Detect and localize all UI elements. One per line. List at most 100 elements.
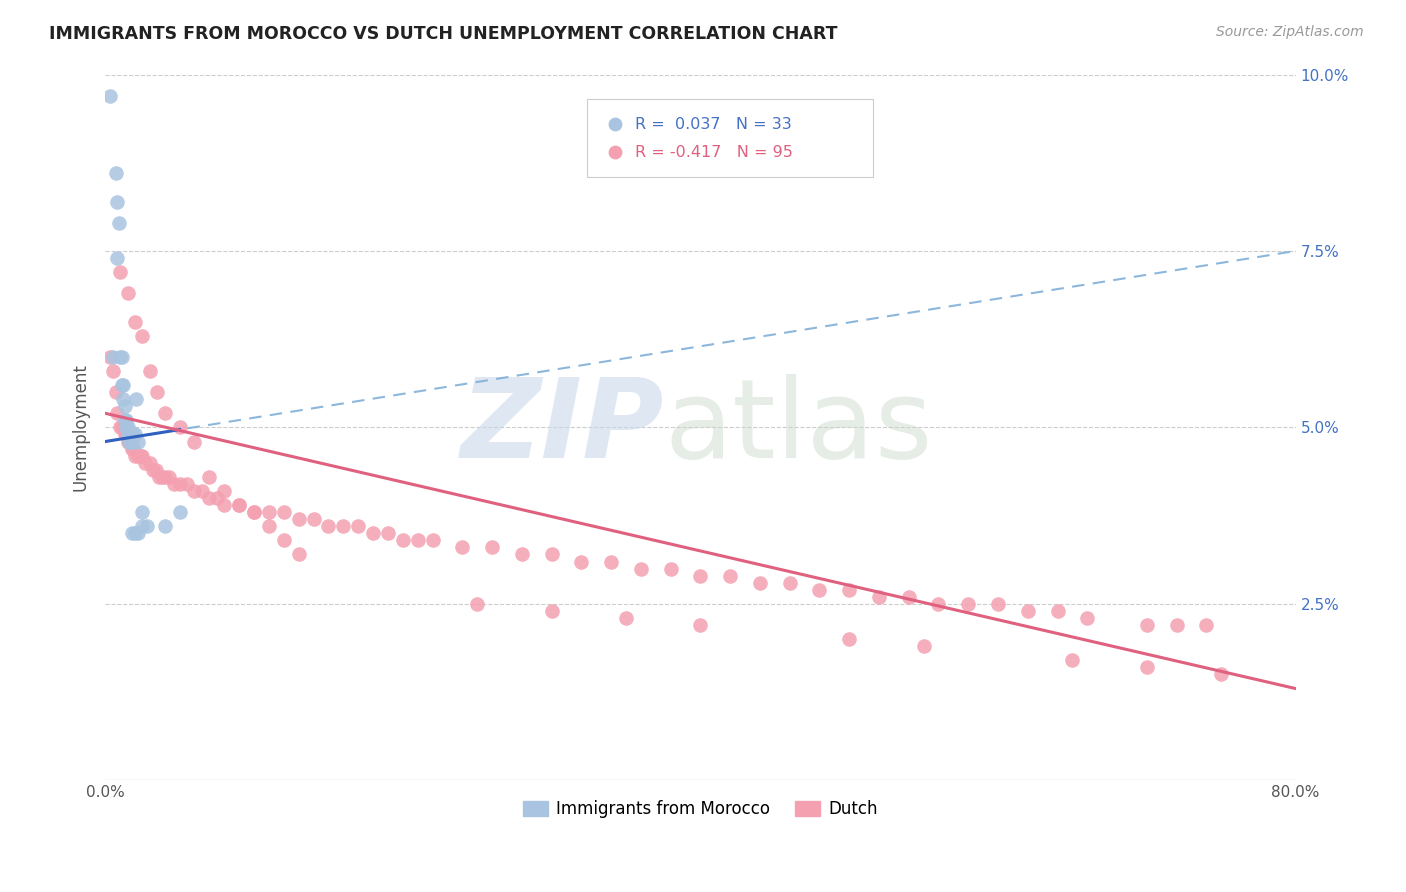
Point — [107, 216, 129, 230]
Point — [718, 568, 741, 582]
Point — [347, 519, 370, 533]
Point — [110, 378, 132, 392]
Point — [838, 582, 860, 597]
Point — [139, 364, 162, 378]
Point — [105, 406, 128, 420]
Point — [153, 406, 176, 420]
Point — [465, 597, 488, 611]
Point — [117, 420, 139, 434]
Point — [124, 314, 146, 328]
Point — [105, 194, 128, 209]
Point — [361, 526, 384, 541]
Point — [121, 526, 143, 541]
Point — [104, 385, 127, 400]
Point — [127, 526, 149, 541]
Point — [422, 533, 444, 548]
Point — [105, 251, 128, 265]
Point — [112, 420, 135, 434]
Point — [1166, 618, 1188, 632]
Point — [689, 568, 711, 582]
Point — [131, 505, 153, 519]
Point — [1017, 604, 1039, 618]
Point — [257, 505, 280, 519]
Point — [205, 491, 228, 505]
Point — [110, 350, 132, 364]
Point — [127, 449, 149, 463]
Point — [273, 533, 295, 548]
Point — [118, 434, 141, 449]
Point — [183, 434, 205, 449]
Point — [302, 512, 325, 526]
Point — [318, 519, 340, 533]
Point — [169, 505, 191, 519]
Point — [957, 597, 980, 611]
Text: atlas: atlas — [665, 374, 934, 481]
Point — [257, 519, 280, 533]
Point — [212, 498, 235, 512]
Point — [118, 427, 141, 442]
Point — [108, 350, 131, 364]
Point — [243, 505, 266, 519]
Point — [146, 385, 169, 400]
Point — [115, 413, 138, 427]
Point — [118, 434, 141, 449]
Text: ZIP: ZIP — [461, 374, 665, 481]
Point — [689, 618, 711, 632]
Point — [157, 470, 180, 484]
Point — [127, 434, 149, 449]
Point — [600, 554, 623, 568]
Point — [779, 575, 801, 590]
Point — [117, 286, 139, 301]
Point — [481, 541, 503, 555]
Point — [183, 483, 205, 498]
Point — [148, 470, 170, 484]
Point — [1136, 618, 1159, 632]
Point — [838, 632, 860, 647]
Point — [198, 470, 221, 484]
Point — [987, 597, 1010, 611]
Point — [630, 561, 652, 575]
Point — [451, 541, 474, 555]
Point — [124, 449, 146, 463]
Point — [912, 639, 935, 653]
Point — [153, 470, 176, 484]
Point — [114, 413, 136, 427]
Point — [139, 456, 162, 470]
Point — [117, 427, 139, 442]
Point — [228, 498, 250, 512]
Point — [1136, 660, 1159, 674]
Point — [228, 498, 250, 512]
Point — [243, 505, 266, 519]
Point — [115, 420, 138, 434]
Point — [117, 434, 139, 449]
Point — [540, 604, 562, 618]
Legend: Immigrants from Morocco, Dutch: Immigrants from Morocco, Dutch — [516, 794, 884, 825]
Point — [112, 378, 135, 392]
Point — [273, 505, 295, 519]
Point — [1211, 667, 1233, 681]
Text: Source: ZipAtlas.com: Source: ZipAtlas.com — [1216, 25, 1364, 39]
Point — [1195, 618, 1218, 632]
Point — [1076, 611, 1098, 625]
Point — [110, 420, 132, 434]
Point — [163, 476, 186, 491]
Point — [131, 449, 153, 463]
Point — [131, 519, 153, 533]
Point — [614, 611, 637, 625]
Point — [897, 590, 920, 604]
FancyBboxPatch shape — [588, 99, 873, 177]
Point — [332, 519, 354, 533]
Point — [176, 476, 198, 491]
Point — [153, 519, 176, 533]
Point — [114, 427, 136, 442]
Point — [112, 392, 135, 407]
Point — [124, 427, 146, 442]
Point — [868, 590, 890, 604]
Point — [114, 399, 136, 413]
Point — [98, 88, 121, 103]
Point — [287, 512, 309, 526]
Point — [124, 526, 146, 541]
Point — [98, 350, 121, 364]
Point — [540, 548, 562, 562]
Point — [169, 476, 191, 491]
